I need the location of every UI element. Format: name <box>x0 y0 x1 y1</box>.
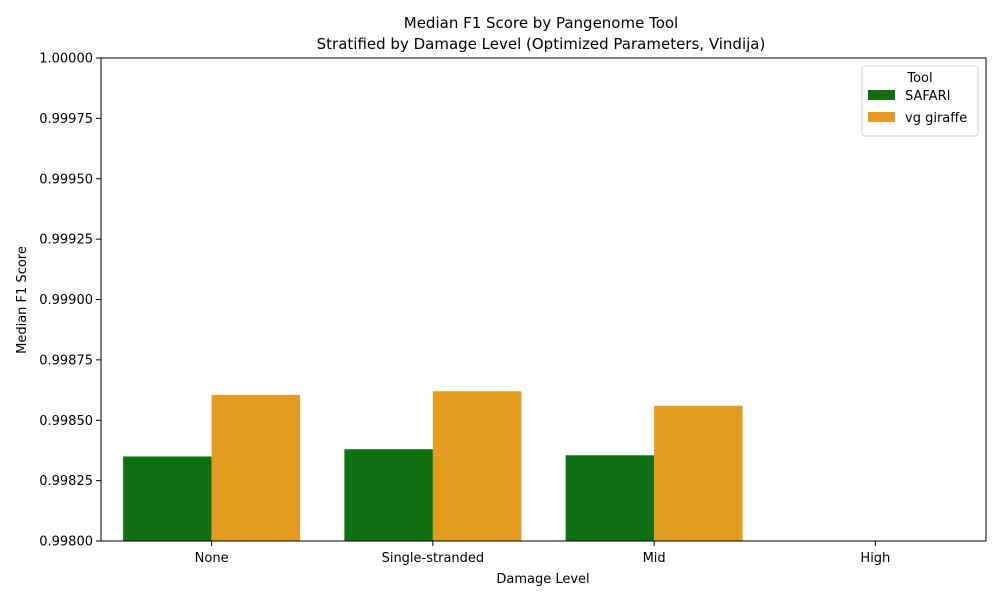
bar-vg-giraffe-mid <box>654 405 743 541</box>
y-tick-label: 0.99975 <box>39 112 93 127</box>
legend-swatch <box>868 90 895 100</box>
x-tick-label: Single-stranded <box>382 551 485 566</box>
x-tick-label: High <box>860 551 890 566</box>
bar-safari-single-stranded <box>344 449 433 541</box>
legend-label: SAFARI <box>905 89 950 104</box>
legend: Tool SAFARI vg giraffe <box>861 65 979 137</box>
legend-title: Tool <box>906 71 932 86</box>
y-tick-label: 0.99850 <box>39 414 93 429</box>
y-axis-label: Median F1 Score <box>15 246 30 354</box>
legend-label: vg giraffe <box>905 111 967 126</box>
x-tick-label: Mid <box>643 551 666 566</box>
y-tick-label: 0.99800 <box>39 535 93 550</box>
y-tick-label: 1.00000 <box>39 52 93 67</box>
plot-area: None Single-stranded Mid High 0.99800 0.99825… <box>39 52 987 566</box>
x-axis-label: Damage Level <box>496 572 589 587</box>
y-tick-label: 0.99950 <box>39 172 93 187</box>
bar-safari-mid <box>565 455 655 541</box>
legend-swatch <box>868 112 895 122</box>
x-tick-label: None <box>195 551 229 566</box>
y-tick-label: 0.99875 <box>39 353 93 368</box>
bar-vg-giraffe-single-stranded <box>432 391 522 541</box>
chart-subtitle: Stratified by Damage Level (Optimized Pa… <box>317 35 766 53</box>
y-tick-label: 0.99825 <box>39 474 93 489</box>
axes-frame <box>100 57 987 542</box>
y-tick-label: 0.99900 <box>39 293 93 308</box>
y-tick-label: 0.99925 <box>39 233 93 248</box>
bar-safari-none <box>123 456 212 541</box>
chart-title: Median F1 Score by Pangenome Tool <box>404 14 678 32</box>
bar-vg-giraffe-none <box>211 394 301 541</box>
